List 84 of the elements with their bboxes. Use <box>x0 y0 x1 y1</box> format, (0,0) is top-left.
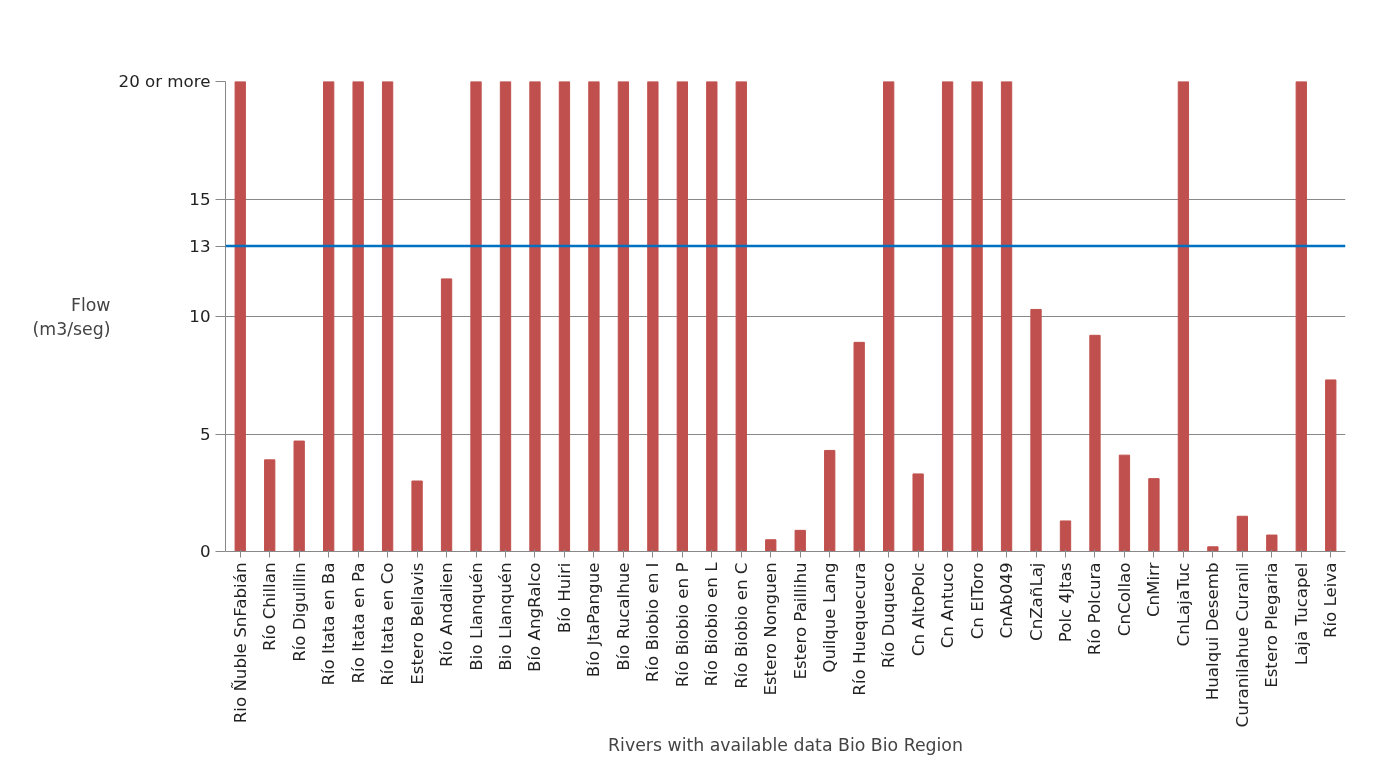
x-tick-label: Río Huequecura <box>849 562 869 696</box>
bar <box>765 539 777 552</box>
bar <box>853 341 865 552</box>
bar <box>1325 379 1337 552</box>
bar <box>293 440 305 552</box>
x-tick-label: Bío Rucalhue <box>613 562 633 671</box>
x-tick-label: Estero Nonguen <box>761 562 781 696</box>
x-tick-label: Río Itata en Ba <box>319 562 339 686</box>
x-tick-label: CnCollao <box>1114 562 1134 637</box>
bar <box>1118 454 1131 552</box>
bar <box>440 278 453 552</box>
bar <box>1030 308 1042 552</box>
bar <box>941 81 954 552</box>
bar <box>971 81 983 552</box>
x-tick-label: Bío JtaPangue <box>584 562 604 678</box>
bar <box>558 81 571 552</box>
bar <box>912 473 924 552</box>
x-tick-label: Rio Ñuble SnFabián <box>230 562 250 724</box>
bar <box>588 81 600 552</box>
bar <box>470 81 482 552</box>
x-tick-label: CnAb049 <box>997 562 1017 639</box>
x-tick-label: Bío Huiri <box>554 562 574 634</box>
x-tick-label: CnZañLaj <box>1026 562 1046 641</box>
x-tick-label: Estero Plegaria <box>1262 562 1282 688</box>
x-tick-label: Quilque Lang <box>820 562 840 673</box>
x-tick-label: Río Polcura <box>1085 562 1105 656</box>
bar <box>1059 520 1072 552</box>
x-tick-label: Curanilahue Curanil <box>1232 562 1252 728</box>
x-tick-label: Cn Antuco <box>938 562 958 649</box>
x-tick-label: Bio Llanquén <box>466 562 486 671</box>
bar <box>1089 334 1101 552</box>
bar <box>617 81 630 552</box>
x-tick-label: CnLajaTuc <box>1173 562 1193 647</box>
bar <box>411 480 423 552</box>
x-axis-title: Rivers with available data Bio Bio Region <box>608 735 963 756</box>
bar <box>647 81 659 552</box>
bar <box>1295 81 1307 552</box>
bar <box>794 529 806 552</box>
bar <box>352 81 364 552</box>
bar <box>499 81 512 552</box>
bar <box>1207 546 1219 552</box>
y-tick-label: 20 or more <box>118 72 211 91</box>
x-tick-label: Estero Bellavis <box>407 562 427 685</box>
bar <box>735 81 747 552</box>
bar <box>264 459 276 552</box>
bar <box>824 449 836 552</box>
x-tick-label: Cn ElToro <box>967 562 987 640</box>
x-tick-label: Estero Paillihu <box>790 562 810 680</box>
bar <box>1236 515 1248 552</box>
bar <box>1000 81 1013 552</box>
y-tick-label: 15 <box>189 189 211 209</box>
x-tick-label: Río Duqueco <box>879 562 899 669</box>
x-tick-label: Río Biobio en C <box>731 562 751 689</box>
x-tick-label: Bio Llanquén <box>496 562 515 671</box>
x-tick-label: Río Biobio en P <box>672 562 692 688</box>
x-tick-label: Bío AngRalco <box>525 562 545 672</box>
x-tick-label: Hualqui Desemb <box>1203 562 1223 701</box>
y-tick-label: 10 <box>189 307 211 326</box>
bar <box>234 81 246 552</box>
bar <box>323 81 335 552</box>
bar <box>676 81 688 552</box>
bar <box>529 81 541 552</box>
bar <box>1266 534 1278 552</box>
ref-line-label: 13 <box>189 236 211 256</box>
x-tick-label: Río Itata en Pa <box>348 562 368 684</box>
bar <box>1177 81 1190 552</box>
x-tick-label: Cn AltoPolc <box>908 562 928 657</box>
bar <box>706 81 718 552</box>
x-tick-label: Polc 4Jtas <box>1056 562 1075 643</box>
x-tick-label: Río Biobio en L <box>702 561 722 687</box>
x-tick-label: Laja Tucapel <box>1291 562 1311 666</box>
y-axis-title: Flow (m3/seg) <box>32 294 111 339</box>
y-tick-label: 0 <box>199 542 211 561</box>
x-tick-label: CnMirr <box>1144 562 1164 618</box>
x-tick-label: Río Biobio en I <box>643 562 663 683</box>
x-tick-label: Río Chillan <box>260 562 280 652</box>
x-tick-label: Río Andalien <box>437 562 457 667</box>
y-tick-label: 5 <box>199 424 211 444</box>
bar <box>883 81 895 552</box>
x-tick-label: Río Diguillin <box>289 562 309 662</box>
x-tick-label: Río Leiva <box>1321 562 1341 639</box>
x-tick-label: Río Itata en Co <box>378 562 398 686</box>
bar <box>381 81 394 552</box>
bar <box>1148 478 1160 552</box>
